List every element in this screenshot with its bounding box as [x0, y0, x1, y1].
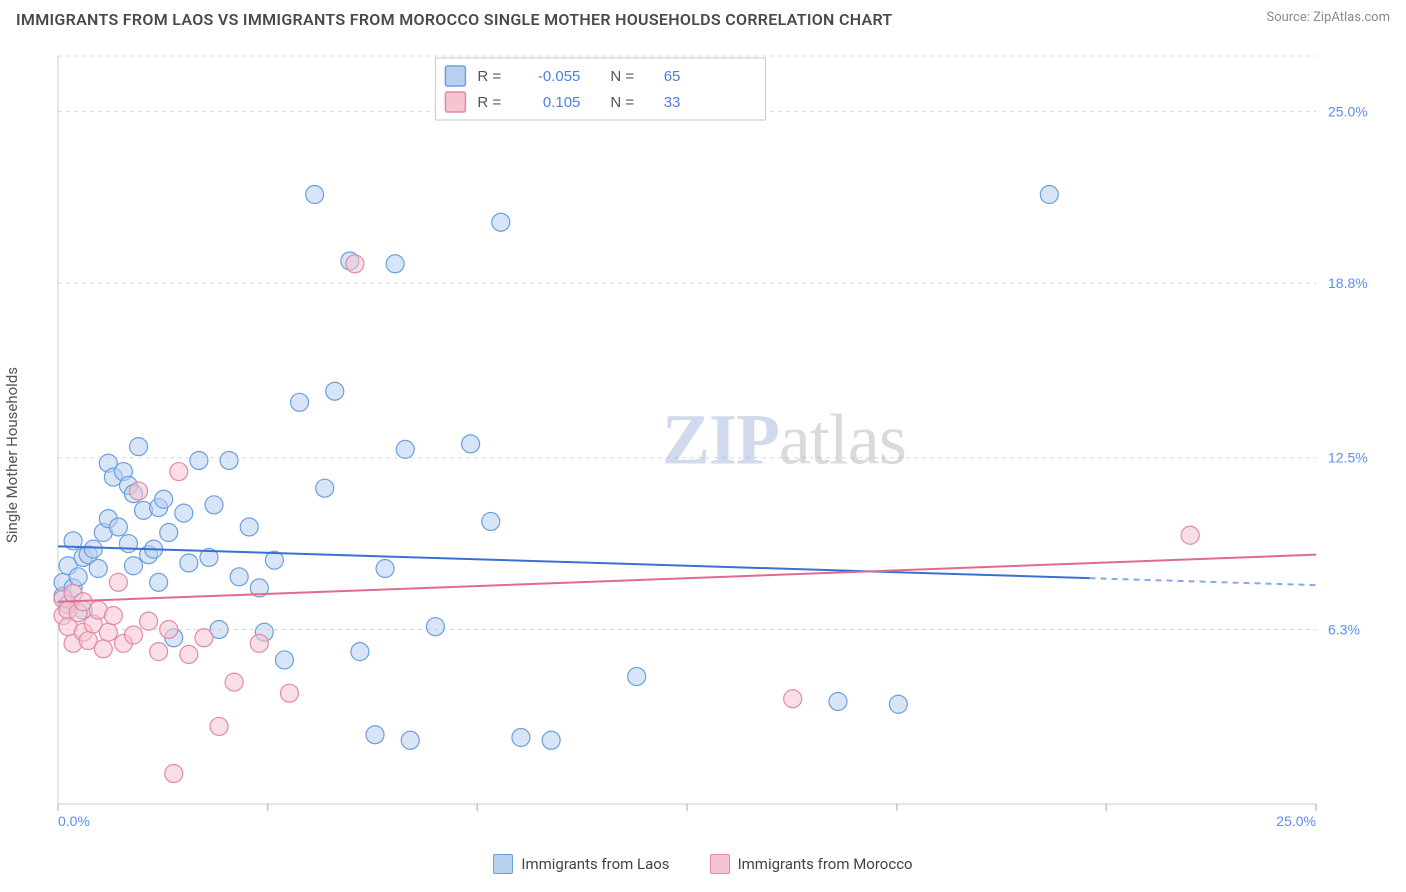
scatter-point [99, 623, 117, 641]
scatter-point [170, 463, 188, 481]
x-tick-label: 25.0% [1276, 813, 1316, 829]
legend-label: Immigrants from Morocco [738, 855, 913, 873]
scatter-point [280, 684, 298, 702]
scatter-point [1040, 186, 1058, 204]
scatter-point [150, 643, 168, 661]
legend-r-label: R = [477, 68, 501, 85]
scatter-point [512, 729, 530, 747]
legend-r-value: -0.055 [538, 68, 581, 85]
scatter-point [401, 731, 419, 749]
scatter-point [220, 451, 238, 469]
scatter-point [124, 626, 142, 644]
scatter-point [160, 524, 178, 542]
legend-r-value: 0.105 [543, 94, 581, 111]
x-tick-label: 0.0% [58, 813, 90, 829]
y-tick-label: 6.3% [1328, 621, 1360, 637]
legend-swatch [710, 854, 730, 874]
scatter-point [140, 612, 158, 630]
legend-n-label: N = [610, 68, 634, 85]
legend-item: Immigrants from Laos [493, 854, 669, 874]
scatter-point [829, 692, 847, 710]
scatter-point [109, 518, 127, 536]
scatter-point [130, 438, 148, 456]
scatter-point [316, 479, 334, 497]
legend-swatch [445, 92, 465, 112]
scatter-point [346, 255, 364, 273]
legend-n-value: 65 [664, 68, 681, 85]
scatter-point [195, 629, 213, 647]
scatter-point [326, 382, 344, 400]
scatter-point [492, 213, 510, 231]
scatter-chart-svg: 6.3% 12.5% 18.8% 25.0% 0.0% 25.0% R = -0.055 N =… [48, 48, 1386, 832]
scatter-point [94, 640, 112, 658]
scatter-point [366, 726, 384, 744]
scatter-point [155, 490, 173, 508]
scatter-point [190, 451, 208, 469]
y-tick-label: 25.0% [1328, 103, 1368, 119]
y-axis-label: Single Mother Households [3, 367, 21, 543]
scatter-point [784, 690, 802, 708]
scatter-point [225, 673, 243, 691]
scatter-point [180, 645, 198, 663]
legend-n-label: N = [610, 94, 634, 111]
scatter-point [160, 620, 178, 638]
scatter-point [89, 560, 107, 578]
legend-swatch [493, 854, 513, 874]
scatter-point [69, 568, 87, 586]
chart-title: IMMIGRANTS FROM LAOS VS IMMIGRANTS FROM … [16, 10, 893, 29]
scatter-point [426, 618, 444, 636]
scatter-point [628, 668, 646, 686]
legend-label: Immigrants from Laos [521, 855, 669, 873]
scatter-point [396, 440, 414, 458]
y-tick-label: 12.5% [1328, 450, 1368, 466]
scatter-point [306, 186, 324, 204]
scatter-point [205, 496, 223, 514]
bottom-legend: Immigrants from Laos Immigrants from Moro… [0, 854, 1406, 874]
scatter-point [351, 643, 369, 661]
scatter-point [386, 255, 404, 273]
scatter-point [175, 504, 193, 522]
legend-swatch [445, 66, 465, 86]
scatter-point [889, 695, 907, 713]
scatter-point [104, 607, 122, 625]
scatter-point [1181, 526, 1199, 544]
scatter-point [376, 560, 394, 578]
scatter-point [210, 717, 228, 735]
scatter-point [240, 518, 258, 536]
source-label: Source: ZipAtlas.com [1266, 10, 1390, 25]
scatter-point [119, 535, 137, 553]
scatter-point [291, 393, 309, 411]
scatter-point [275, 651, 293, 669]
legend-r-label: R = [477, 94, 501, 111]
scatter-point [84, 540, 102, 558]
scatter-point [130, 482, 148, 500]
chart-area: 6.3% 12.5% 18.8% 25.0% 0.0% 25.0% R = -0.055 N =… [48, 48, 1386, 832]
legend-item: Immigrants from Morocco [710, 854, 913, 874]
scatter-point [542, 731, 560, 749]
scatter-point [250, 634, 268, 652]
scatter-point [180, 554, 198, 572]
scatter-point [462, 435, 480, 453]
scatter-point [165, 765, 183, 783]
legend-n-value: 33 [664, 94, 681, 111]
scatter-point [124, 557, 142, 575]
scatter-point [150, 573, 168, 591]
scatter-point [109, 573, 127, 591]
y-tick-label: 18.8% [1328, 275, 1368, 291]
scatter-point [482, 512, 500, 530]
regression-line-extrapolated [1090, 578, 1316, 585]
scatter-point [230, 568, 248, 586]
